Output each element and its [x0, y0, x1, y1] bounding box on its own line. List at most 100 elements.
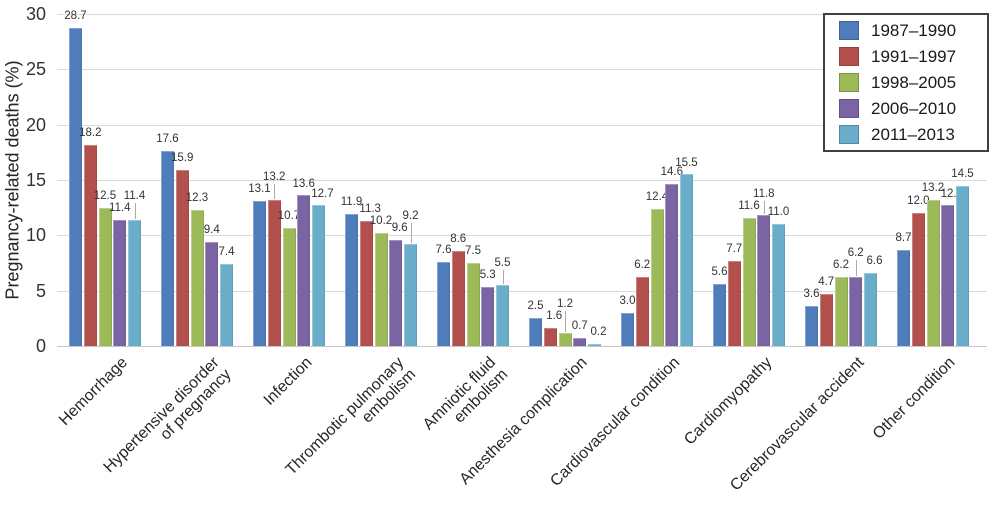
bar — [481, 287, 495, 346]
legend-item-label: 1998–2005 — [871, 72, 957, 92]
bar — [312, 205, 325, 346]
bar-value-label: 2.5 — [527, 300, 544, 313]
bar — [713, 284, 726, 346]
bar — [819, 293, 833, 346]
bar — [113, 219, 127, 346]
legend-item: 1991–1997 — [839, 44, 987, 70]
gridline — [57, 125, 987, 126]
bar — [621, 312, 634, 346]
legend-item: 1987–1990 — [839, 18, 987, 44]
gridline — [57, 14, 987, 15]
bar — [757, 215, 771, 346]
bar-value-label: 1.6 — [546, 310, 563, 323]
bar-value-label: 12.5 — [93, 189, 117, 202]
bar-value-label: 18.2 — [79, 126, 102, 139]
bar — [161, 151, 174, 346]
bar — [128, 219, 141, 346]
bar — [665, 184, 679, 346]
bar — [588, 343, 601, 346]
bar-value-label: 13.2 — [262, 171, 286, 183]
bar-value-label: 11.9 — [340, 196, 363, 209]
bar — [282, 227, 296, 346]
bar-value-label: 11.4 — [123, 189, 146, 202]
bar-value-label: 8.6 — [450, 232, 467, 245]
bar — [650, 208, 664, 346]
bar — [404, 244, 417, 346]
bar — [772, 224, 785, 346]
bar — [805, 306, 818, 346]
bar-value-label: 17.6 — [156, 133, 179, 146]
bar-value-label: 6.2 — [847, 247, 864, 260]
leader-line — [274, 184, 276, 199]
bar — [496, 285, 509, 346]
category-label: Infection — [260, 354, 316, 409]
y-tick-label: 20 — [25, 115, 46, 135]
bar — [529, 318, 542, 346]
bar — [175, 170, 189, 346]
bar — [558, 332, 572, 346]
bar — [253, 201, 266, 346]
bar-value-label: 11.0 — [767, 206, 790, 219]
bar-value-label: 7.7 — [726, 242, 743, 255]
leader-line — [763, 200, 765, 215]
category-label: Amniotic fluid embolism — [419, 354, 512, 434]
bar-value-label: 5.3 — [479, 269, 496, 282]
bar-value-label: 8.7 — [895, 231, 912, 244]
bar-value-label: 4.7 — [818, 276, 835, 288]
legend-swatch-icon — [839, 125, 859, 144]
y-tick-label: 30 — [25, 4, 46, 24]
bar — [389, 239, 403, 346]
bar-value-label: 7.4 — [218, 246, 235, 259]
bar-value-label: 6.2 — [832, 259, 849, 272]
bar — [941, 205, 955, 346]
leader-line — [855, 260, 857, 277]
category-label: Hemorrhage — [56, 354, 132, 429]
bar — [345, 214, 358, 346]
bar-value-label: 11.4 — [109, 201, 131, 214]
bar-value-label: 12.0 — [907, 195, 930, 208]
bar-value-label: 10.2 — [369, 215, 393, 228]
bar-value-label: 10.7 — [277, 209, 301, 222]
bar — [543, 328, 557, 346]
legend-item-label: 2006–2010 — [871, 98, 957, 118]
bar — [437, 261, 450, 346]
bar — [359, 220, 373, 346]
bar — [926, 199, 940, 346]
bar — [727, 260, 741, 346]
bar-value-label: 6.6 — [866, 255, 883, 267]
y-tick-label: 0 — [35, 336, 46, 356]
bar-value-label: 6.2 — [634, 259, 651, 272]
bar — [374, 233, 388, 346]
bar — [864, 272, 877, 346]
bar — [897, 249, 910, 346]
bar — [956, 185, 969, 346]
bar — [69, 28, 82, 346]
bar — [635, 277, 649, 346]
legend-swatch-icon — [839, 73, 859, 92]
y-tick-label: 15 — [25, 170, 46, 190]
bar-value-label: 13.6 — [292, 177, 315, 190]
bar-value-label: 15.9 — [170, 152, 194, 164]
legend-item-label: 1991–1997 — [871, 46, 957, 66]
gridline — [57, 235, 987, 236]
bar-value-label: 11.6 — [738, 199, 760, 212]
bar-value-label: 7.6 — [435, 243, 452, 256]
category-label: Cardiomyopathy — [680, 354, 776, 449]
legend-swatch-icon — [839, 99, 859, 118]
bar — [834, 277, 848, 346]
bar-value-label: 5.5 — [494, 257, 511, 270]
bar — [190, 209, 204, 346]
category-label: Other condition — [870, 354, 960, 443]
leader-line — [565, 311, 566, 332]
gridline — [57, 180, 987, 181]
bar — [297, 195, 311, 346]
bar-value-label: 12.7 — [311, 187, 334, 200]
bar-value-label: 13.2 — [921, 181, 945, 194]
bar — [451, 250, 465, 346]
bar — [267, 199, 281, 346]
bar-value-label: 14.5 — [951, 167, 974, 180]
legend-item: 2011–2013 — [839, 122, 987, 148]
gridline — [57, 69, 987, 70]
bar-value-label: 3.6 — [803, 288, 820, 301]
y-tick-label: 25 — [25, 59, 46, 79]
